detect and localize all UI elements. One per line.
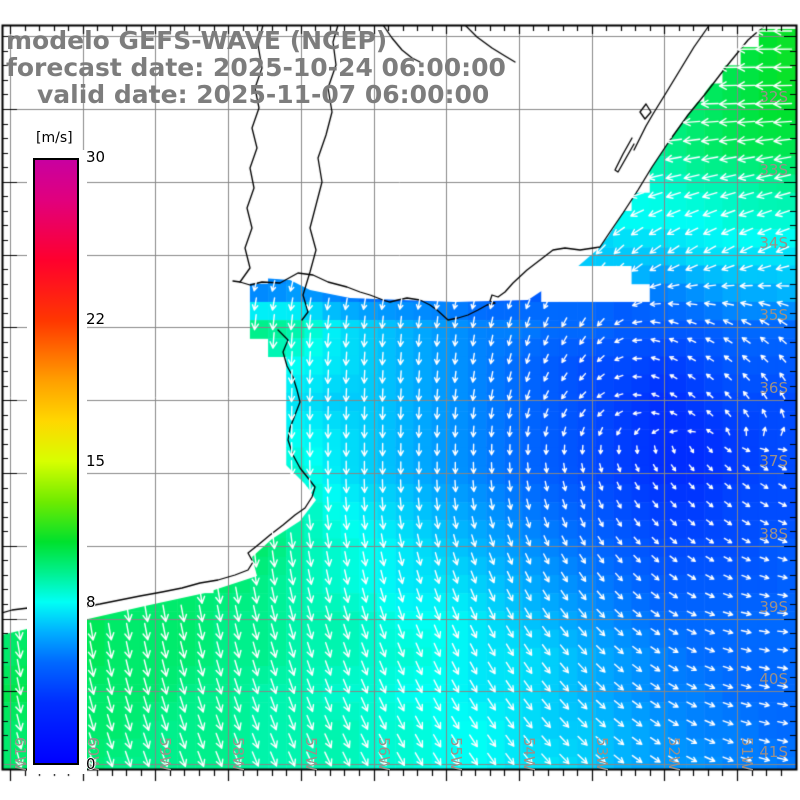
lat-label-34S: 34S	[759, 233, 788, 252]
lat-label-38S: 38S	[759, 524, 788, 543]
lat-label-37S: 37S	[759, 452, 788, 470]
lon-label-53W: 53W	[592, 737, 611, 771]
colorbar-tick-15: 15	[86, 451, 106, 470]
title-forecast-date: forecast date: 2025-10-24 06:00:00	[6, 53, 506, 82]
lon-label-52W: 52W	[665, 737, 684, 771]
lat-label-41S: 41S	[759, 743, 788, 762]
lon-label-59W: 59W	[156, 737, 175, 771]
lon-label-57W: 57W	[301, 737, 320, 771]
colorbar-tick-30: 30	[86, 148, 106, 166]
colorbar-gradient	[33, 158, 79, 765]
lat-label-39S: 39S	[759, 597, 788, 616]
colorbar-unit-label: [m/s]	[36, 130, 73, 146]
lat-label-33S: 33S	[759, 160, 788, 179]
title-model: modelo GEFS-WAVE (NCEP)	[6, 26, 388, 55]
colorbar-tick-0: 0	[86, 755, 96, 773]
lon-label-55W: 55W	[447, 737, 466, 771]
lon-label-58W: 58W	[229, 737, 248, 771]
lon-label-56W: 56W	[374, 737, 393, 771]
lon-label-54W: 54W	[519, 737, 538, 771]
lon-label-61W: 61W	[11, 737, 29, 771]
lat-label-40S: 40S	[759, 670, 788, 689]
title-valid-date: valid date: 2025-11-07 06:00:00	[37, 80, 490, 109]
lat-label-32S: 32S	[759, 88, 788, 106]
colorbar-tick-22: 22	[86, 309, 106, 328]
lat-label-36S: 36S	[759, 379, 788, 398]
colorbar-tick-8: 8	[86, 593, 96, 612]
lat-label-35S: 35S	[759, 306, 788, 325]
